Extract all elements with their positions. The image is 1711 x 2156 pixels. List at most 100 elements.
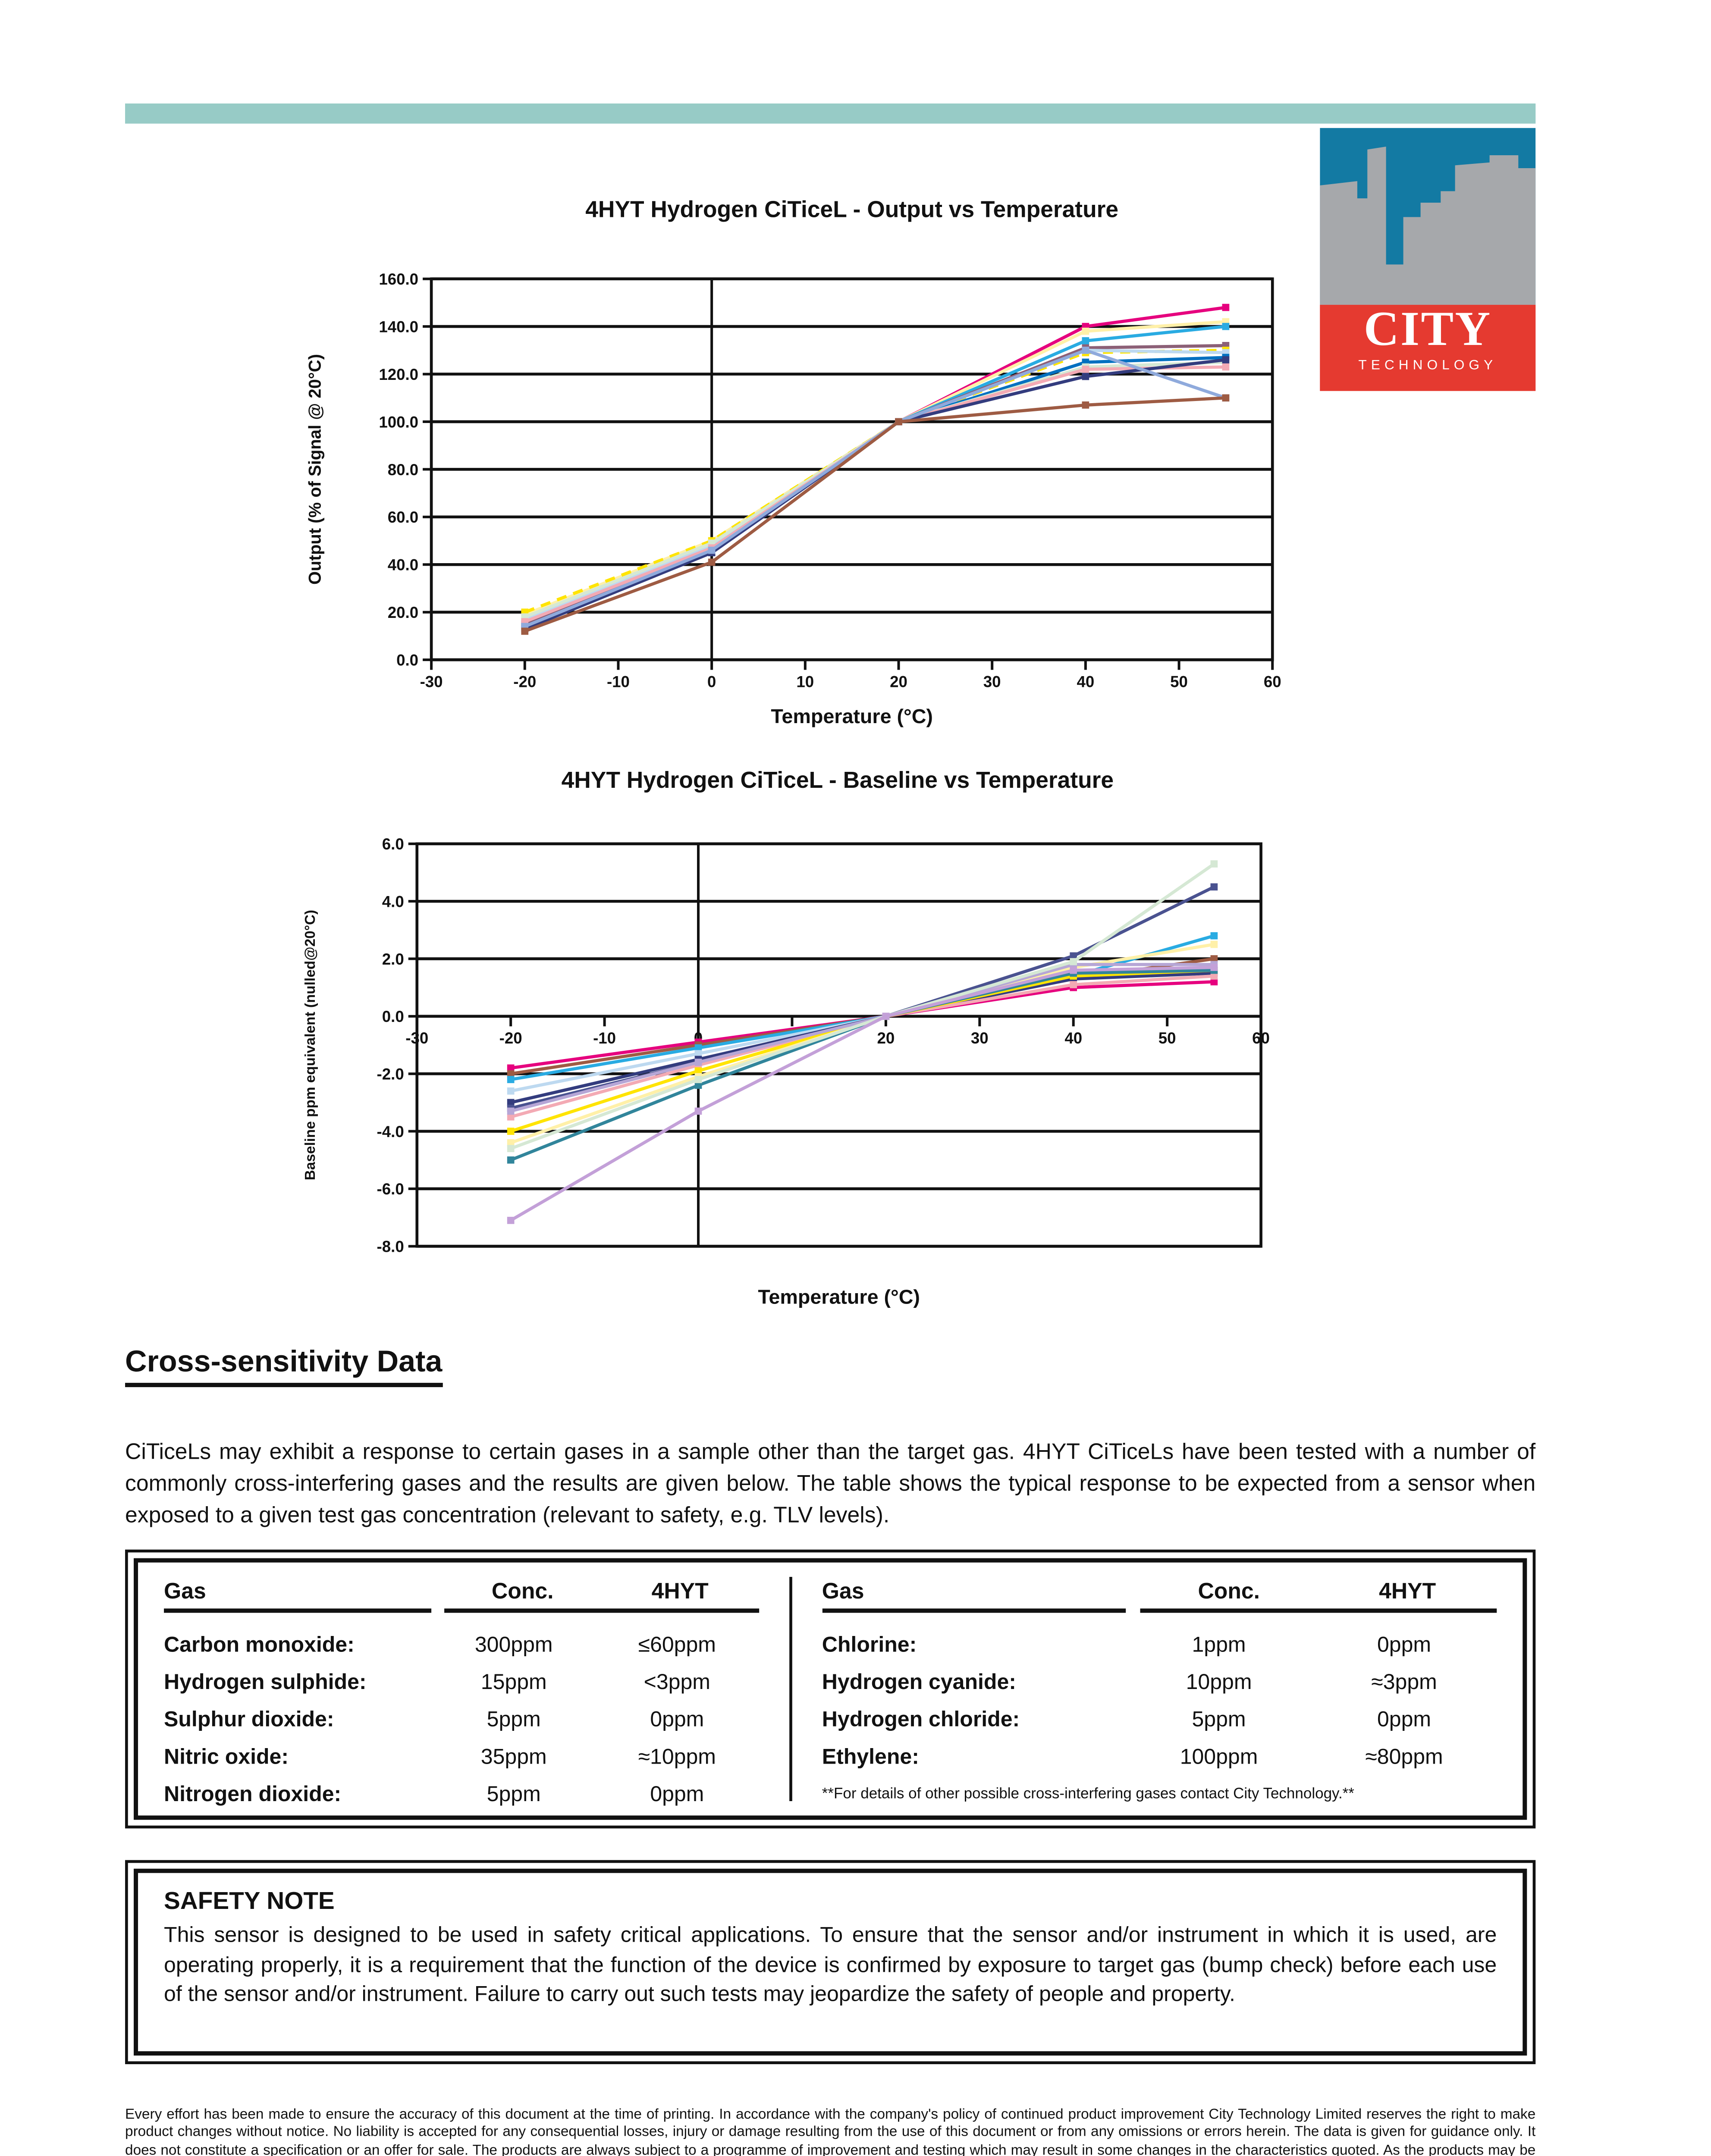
data-point-marker <box>507 1107 515 1115</box>
x-axis-title: Temperature (°C) <box>771 705 933 727</box>
city-skyline-icon <box>1320 128 1536 305</box>
y-tick-label: 0.0 <box>396 651 418 669</box>
y-tick-label: 20.0 <box>388 604 418 621</box>
cell-gas-name: Ethylene: <box>822 1745 919 1770</box>
y-tick-label: 80.0 <box>388 461 418 479</box>
x-tick-label: 0 <box>707 673 716 690</box>
data-point-marker <box>507 1113 515 1121</box>
cell-gas-name: Chlorine: <box>822 1633 917 1658</box>
cell-gas-name: Carbon monoxide: <box>164 1633 355 1658</box>
data-point-marker <box>708 546 716 554</box>
series-sensor-13 <box>510 965 1214 1222</box>
data-point-marker <box>1222 394 1230 402</box>
baseline-vs-temperature-chart-block: 4HYT Hydrogen CiTiceL - Baseline vs Temp… <box>295 769 1301 1332</box>
cell-response: <3ppm <box>644 1670 710 1695</box>
x-tick-label: 20 <box>877 1029 895 1047</box>
data-point-marker <box>694 1107 702 1115</box>
logo-wordmark: CITY TECHNOLOGY <box>1320 303 1536 391</box>
cross-sensitivity-table-inner: Gas Conc. 4HYT Carbon monoxide: 300ppm ≤60ppm… <box>134 1558 1527 1820</box>
col-headers-values: Conc. 4HYT <box>1140 1580 1497 1613</box>
cell-response: ≈80ppm <box>1365 1745 1443 1770</box>
data-point-marker <box>507 1099 515 1106</box>
data-point-marker <box>1210 955 1218 962</box>
data-point-marker <box>882 1012 890 1020</box>
table-row: Carbon monoxide: 300ppm ≤60ppm <box>164 1627 759 1665</box>
cell-gas-name: Nitric oxide: <box>164 1745 289 1770</box>
table-rows: Chlorine: 1ppm 0ppm Hydrogen cyanide: 10ppm ≈… <box>822 1627 1497 1777</box>
x-tick-label: 50 <box>1170 673 1188 690</box>
header-accent-bar <box>125 103 1536 124</box>
city-technology-logo: CITY TECHNOLOGY <box>1320 128 1536 391</box>
data-point-marker <box>895 418 902 426</box>
x-tick-label: -30 <box>420 673 443 690</box>
data-point-marker <box>694 1076 702 1083</box>
col-header-conc: Conc. <box>491 1579 554 1604</box>
x-tick-label: -20 <box>499 1029 522 1047</box>
data-point-marker <box>507 1139 515 1147</box>
series-sensor-5 <box>524 348 1226 614</box>
x-tick-label: -20 <box>513 673 536 690</box>
x-tick-label: 10 <box>796 673 814 690</box>
data-point-marker <box>1210 883 1218 891</box>
y-tick-label: 0.0 <box>382 1008 404 1025</box>
series-sensor-10 <box>524 358 1226 630</box>
data-point-marker <box>1210 972 1218 980</box>
x-tick-label: 30 <box>983 673 1001 690</box>
y-tick-label: 4.0 <box>382 893 404 911</box>
baseline-vs-temperature-chart: -8.0-6.0-4.0-2.00.02.04.06.0-30 -20 -10 0 10… <box>302 835 1270 1308</box>
data-point-marker <box>1082 373 1089 380</box>
data-point-marker <box>1222 363 1230 371</box>
col-headers-values: Conc. 4HYT <box>444 1580 759 1613</box>
x-tick-label: -30 <box>405 1029 428 1047</box>
cell-response: ≤60ppm <box>638 1633 716 1658</box>
x-tick-label: 30 <box>971 1029 989 1047</box>
plot-border <box>415 842 1262 1248</box>
data-point-marker <box>1082 366 1089 373</box>
x-axis-title: Temperature (°C) <box>758 1286 920 1308</box>
y-tick-label: 60.0 <box>388 508 418 526</box>
col-header-4hyt: 4HYT <box>651 1579 709 1604</box>
gas-table-left: Gas Conc. 4HYT Carbon monoxide: 300ppm ≤60ppm… <box>164 1574 790 1807</box>
data-point-marker <box>694 1050 702 1057</box>
cell-concentration: 5ppm <box>487 1782 541 1807</box>
y-tick-label: 120.0 <box>379 366 418 383</box>
data-point-marker <box>694 1081 702 1089</box>
data-point-marker <box>1222 356 1230 364</box>
data-point-marker <box>694 1059 702 1066</box>
y-axis-title: Baseline ppm equivalent (nulled@20°C) <box>302 910 318 1180</box>
output-vs-temperature-chart-block: 4HYT Hydrogen CiTiceL - Output vs Temper… <box>295 198 1301 747</box>
x-tick-label: 60 <box>1264 673 1281 690</box>
data-point-marker <box>1210 978 1218 986</box>
table-row: Sulphur dioxide: 5ppm 0ppm <box>164 1702 759 1739</box>
table-row: Hydrogen sulphide: 15ppm <3ppm <box>164 1664 759 1702</box>
data-point-marker <box>1082 347 1089 354</box>
table-row: Hydrogen cyanide: 10ppm ≈3ppm <box>822 1664 1497 1702</box>
x-tick-label: 20 <box>890 673 907 690</box>
series-sensor-11 <box>524 348 1227 628</box>
gas-table-right: Gas Conc. 4HYT Chlorine: 1ppm 0ppm Hydrogen cy… <box>790 1574 1497 1807</box>
y-tick-label: -4.0 <box>377 1123 404 1141</box>
output-vs-temperature-chart: 0.0 20.0 40.0 60.0 80.0 100.0 120.0 140.0 160.0 -… <box>305 270 1281 727</box>
cell-concentration: 5ppm <box>1192 1708 1246 1732</box>
cell-gas-name: Hydrogen chloride: <box>822 1708 1020 1732</box>
col-header-gas: Gas <box>164 1580 432 1613</box>
x-tick-label: 60 <box>1252 1029 1270 1047</box>
cross-sensitivity-table-box: Gas Conc. 4HYT Carbon monoxide: 300ppm ≤60ppm… <box>125 1549 1536 1829</box>
table-row: Hydrogen chloride: 5ppm 0ppm <box>822 1702 1497 1739</box>
cell-response: 0ppm <box>1377 1708 1432 1732</box>
table-row: Chlorine: 1ppm 0ppm <box>822 1627 1497 1665</box>
cell-response: ≈10ppm <box>638 1745 716 1770</box>
y-tick-label: -2.0 <box>377 1065 404 1083</box>
y-tick-label: 6.0 <box>382 835 404 853</box>
cross-sensitivity-paragraph: CiTiceLs may exhibit a response to certa… <box>125 1439 1536 1527</box>
data-point-marker <box>1070 981 1077 988</box>
data-point-marker <box>507 1216 515 1224</box>
cell-response: ≈3ppm <box>1371 1670 1437 1695</box>
data-point-marker <box>1070 966 1077 974</box>
logo-brand-text: CITY <box>1363 303 1492 357</box>
col-header-4hyt: 4HYT <box>1379 1579 1436 1604</box>
data-point-marker <box>1082 401 1089 409</box>
data-point-marker <box>1082 327 1089 335</box>
table-divider <box>788 1576 792 1802</box>
